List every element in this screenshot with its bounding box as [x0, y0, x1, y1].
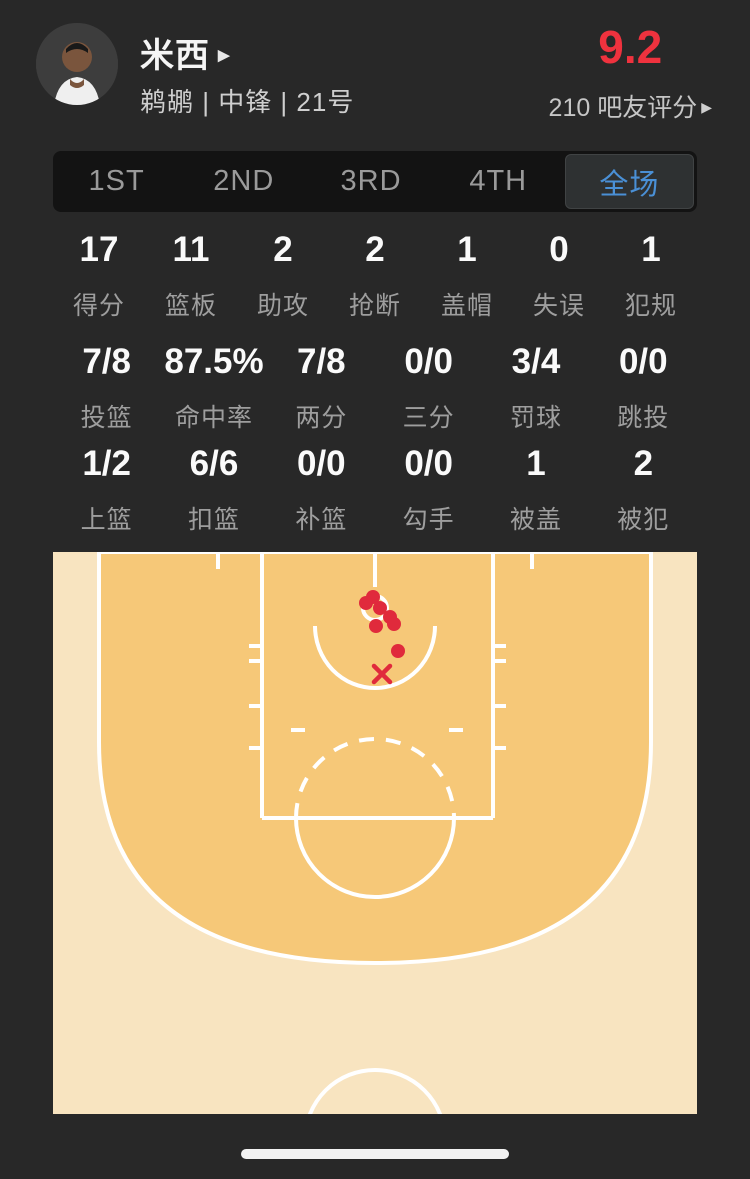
rating-caption: 210 吧友评分: [548, 94, 698, 122]
stat-value: 7/8: [296, 342, 346, 381]
made-shot-dot: [373, 601, 387, 615]
stat-value: 17: [79, 230, 119, 269]
shot-layer: [359, 590, 405, 685]
lane-hash-marks: [249, 644, 506, 750]
stat-label: 抢断: [348, 292, 401, 320]
stat-label: 篮板: [164, 292, 217, 320]
made-shot-dot: [391, 644, 405, 658]
stat-label: 扣篮: [187, 506, 240, 534]
stats-row-detail: 1/2 上篮 6/6 扣篮 0/0 补篮 0/0 勾手 1 被盖 2 被犯: [53, 444, 697, 536]
stat-ft: 3/4 罚球: [482, 342, 589, 434]
baseline-marks: [216, 552, 534, 569]
stat-label: 投篮: [80, 404, 133, 432]
stat-fg-pct: 87.5% 命中率: [160, 342, 267, 434]
stat-value: 2: [273, 230, 293, 269]
tab-full-game[interactable]: 全场: [564, 154, 695, 209]
made-shot-dot: [387, 617, 401, 631]
stat-label: 两分: [295, 404, 348, 432]
stat-label: 勾手: [402, 506, 455, 534]
three-point-line: [97, 550, 653, 966]
stat-rebounds: 11 篮板: [145, 230, 237, 322]
tab-2nd[interactable]: 2ND: [213, 165, 275, 197]
stat-value: 7/8: [82, 342, 131, 381]
tab-4th[interactable]: 4TH: [469, 165, 528, 197]
stat-value: 0/0: [296, 444, 346, 483]
player-name: 米西: [140, 37, 210, 75]
made-shot-dot: [369, 619, 383, 633]
stat-label: 得分: [72, 292, 125, 320]
player-avatar[interactable]: [36, 23, 118, 105]
stat-label: 被犯: [617, 506, 670, 534]
stat-value: 1/2: [82, 444, 131, 483]
stat-2pt: 7/8 两分: [268, 342, 375, 434]
shot-chart: [53, 550, 697, 1179]
stat-label: 三分: [402, 404, 455, 432]
stat-label: 盖帽: [440, 292, 493, 320]
rating-value: 9.2: [598, 21, 663, 73]
player-team-position: 鹈鹕 | 中锋 | 21号: [140, 87, 355, 117]
court-svg: [53, 550, 697, 1179]
stat-label: 上篮: [80, 506, 133, 534]
stat-hook: 0/0 勾手: [375, 444, 482, 536]
stat-value: 2: [633, 444, 654, 483]
stat-jumpshot: 0/0 跳投: [590, 342, 697, 434]
stat-value: 6/6: [189, 444, 239, 483]
stat-blocks: 1 盖帽: [421, 230, 513, 322]
stat-value: 0/0: [404, 444, 453, 483]
stat-value: 1: [641, 230, 661, 269]
rating-block[interactable]: 9.2 210 吧友评分 ▶: [549, 20, 712, 124]
stat-value: 0/0: [618, 342, 668, 381]
stat-label: 助攻: [256, 292, 309, 320]
stat-steals: 2 抢断: [329, 230, 421, 322]
stat-label: 补篮: [295, 506, 348, 534]
name-arrow-icon: ▶: [218, 46, 231, 64]
quarter-tab-bar: 1ST 2ND 3RD 4TH 全场: [53, 151, 697, 212]
player-name-link[interactable]: 米西 ▶: [140, 28, 231, 77]
stat-value: 11: [172, 230, 210, 269]
stat-label: 犯规: [624, 292, 677, 320]
stat-value: 87.5%: [164, 342, 264, 381]
stat-turnovers: 0 失误: [513, 230, 605, 322]
stat-points: 17 得分: [53, 230, 145, 322]
stat-label: 失误: [532, 292, 585, 320]
made-shot-dot: [359, 596, 373, 610]
stat-label: 跳投: [617, 404, 670, 432]
free-throw-circle-solid: [294, 817, 456, 899]
stat-putback: 0/0 补篮: [268, 444, 375, 536]
rating-arrow-icon: ▶: [701, 98, 712, 115]
stats-row-shooting: 7/8 投篮 87.5% 命中率 7/8 两分 0/0 三分 3/4 罚球 0/…: [53, 342, 697, 434]
player-photo-placeholder: [36, 23, 118, 105]
stat-3pt: 0/0 三分: [375, 342, 482, 434]
stat-value: 1: [526, 444, 546, 483]
stat-label: 罚球: [509, 404, 562, 432]
restricted-area-arc: [313, 625, 437, 690]
stat-value: 0/0: [404, 342, 453, 381]
stat-value: 3/4: [511, 342, 561, 381]
stat-dunk: 6/6 扣篮: [160, 444, 267, 536]
free-throw-circle-dashed: [294, 737, 456, 819]
stat-value: 1: [457, 230, 477, 269]
stat-assists: 2 助攻: [237, 230, 329, 322]
home-indicator[interactable]: [241, 1149, 509, 1159]
stat-value: 0: [549, 230, 569, 269]
stat-got-blocked: 1 被盖: [482, 444, 589, 536]
stat-label: 命中率: [174, 404, 253, 432]
rating-caption-row: 210 吧友评分 ▶: [549, 88, 712, 124]
stat-fouls: 1 犯规: [605, 230, 697, 322]
stat-value: 2: [365, 230, 385, 269]
stats-row-basic: 17 得分 11 篮板 2 助攻 2 抢断 1 盖帽 0 失误 1 犯规: [53, 230, 697, 322]
stat-fouled: 2 被犯: [590, 444, 697, 536]
tab-1st[interactable]: 1ST: [88, 165, 145, 197]
missed-shot-x: [371, 663, 393, 685]
stat-fg: 7/8 投篮: [53, 342, 160, 434]
stat-layup: 1/2 上篮: [53, 444, 160, 536]
stat-label: 被盖: [509, 506, 562, 534]
tab-3rd[interactable]: 3RD: [340, 165, 402, 197]
